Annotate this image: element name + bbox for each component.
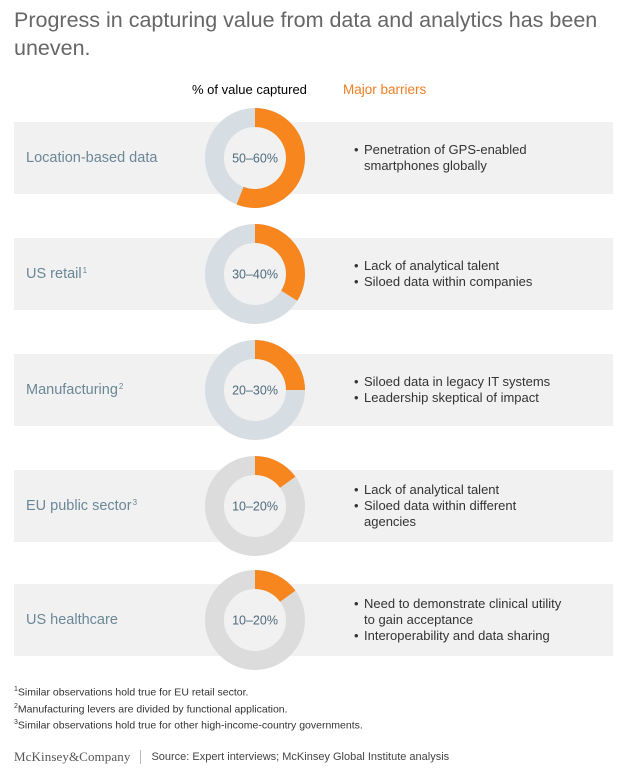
row-label-text: EU public sector bbox=[26, 498, 132, 514]
footnote-marker: 3 bbox=[132, 497, 138, 507]
donut-chart-manufacturing: 20–30% bbox=[205, 340, 305, 440]
footnote-1: 1Similar observations hold true for EU r… bbox=[14, 686, 249, 699]
barrier-item: Lack of analytical talent bbox=[350, 482, 564, 498]
donut-value-arc bbox=[254, 570, 296, 603]
footnotes: 1Similar observations hold true for EU r… bbox=[14, 683, 363, 733]
row-location-based-data: Location-based data Penetration of GPS-en… bbox=[14, 122, 613, 194]
barrier-list: Need to demonstrate clinical utility to … bbox=[350, 584, 564, 656]
donut-value-arc bbox=[254, 224, 305, 301]
row-label: Manufacturing 2 bbox=[26, 354, 123, 426]
value-column-header: % of value captured bbox=[192, 82, 307, 97]
donut-value-label: 10–20% bbox=[232, 500, 278, 514]
donut-chart-us-retail: 30–40% bbox=[205, 224, 305, 324]
barrier-item: Need to demonstrate clinical utility to … bbox=[350, 596, 564, 628]
barrier-list: Lack of analytical talentSiloed data wit… bbox=[350, 238, 532, 310]
row-label: Location-based data bbox=[26, 122, 157, 194]
barrier-item: Leadership skeptical of impact bbox=[350, 390, 550, 406]
donut-chart-eu-public-sector: 10–20% bbox=[205, 456, 305, 556]
company-logo: McKinsey&Company bbox=[14, 749, 131, 764]
donut-value-label: 30–40% bbox=[232, 268, 278, 282]
donut-value-label: 20–30% bbox=[232, 384, 278, 398]
barrier-item: Siloed data in legacy IT systems bbox=[350, 374, 550, 390]
footnote-2: 2Manufacturing levers are divided by fun… bbox=[14, 702, 288, 716]
row-label: EU public sector 3 bbox=[26, 470, 137, 542]
donut-chart-location-based-data: 50–60% bbox=[205, 108, 305, 208]
barrier-item: Penetration of GPS-enabled smartphones g… bbox=[350, 142, 564, 174]
donut-value-label: 10–20% bbox=[232, 614, 278, 628]
barriers-column-header: Major barriers bbox=[343, 82, 427, 97]
barrier-list: Siloed data in legacy IT systemsLeadersh… bbox=[350, 354, 550, 426]
barrier-item: Interoperability and data sharing bbox=[350, 628, 564, 644]
donut-value-arc bbox=[254, 456, 296, 489]
row-label-text: US retail bbox=[26, 266, 82, 282]
chart-title: Progress in capturing value from data an… bbox=[14, 8, 598, 60]
donut-chart-us-healthcare: 10–20% bbox=[205, 570, 305, 670]
barrier-item: Siloed data within different agencies bbox=[350, 498, 564, 530]
barrier-list: Lack of analytical talentSiloed data wit… bbox=[350, 470, 564, 542]
footnote-marker: 1 bbox=[82, 265, 88, 275]
row-label: US healthcare bbox=[26, 584, 118, 656]
donut-value-arc bbox=[254, 340, 305, 391]
row-label-text: US healthcare bbox=[26, 612, 118, 628]
footer: McKinsey&Company Source: Expert intervie… bbox=[14, 749, 449, 765]
row-label-text: Location-based data bbox=[26, 150, 158, 166]
barrier-item: Lack of analytical talent bbox=[350, 258, 532, 274]
row-label-text: Manufacturing bbox=[26, 382, 118, 398]
source-text: Source: Expert interviews; McKinsey Glob… bbox=[151, 751, 450, 763]
footnote-3: 3Similar observations hold true for othe… bbox=[14, 719, 363, 732]
footnote-marker: 2 bbox=[118, 381, 124, 391]
footer-divider bbox=[140, 750, 142, 764]
row-us-healthcare: US healthcare Need to demonstrate clinica… bbox=[14, 584, 613, 656]
barrier-list: Penetration of GPS-enabled smartphones g… bbox=[350, 122, 564, 194]
row-label: US retail 1 bbox=[26, 238, 87, 310]
donut-value-arc bbox=[236, 108, 305, 208]
barrier-item: Siloed data within companies bbox=[350, 274, 532, 290]
donut-value-label: 50–60% bbox=[232, 152, 278, 166]
